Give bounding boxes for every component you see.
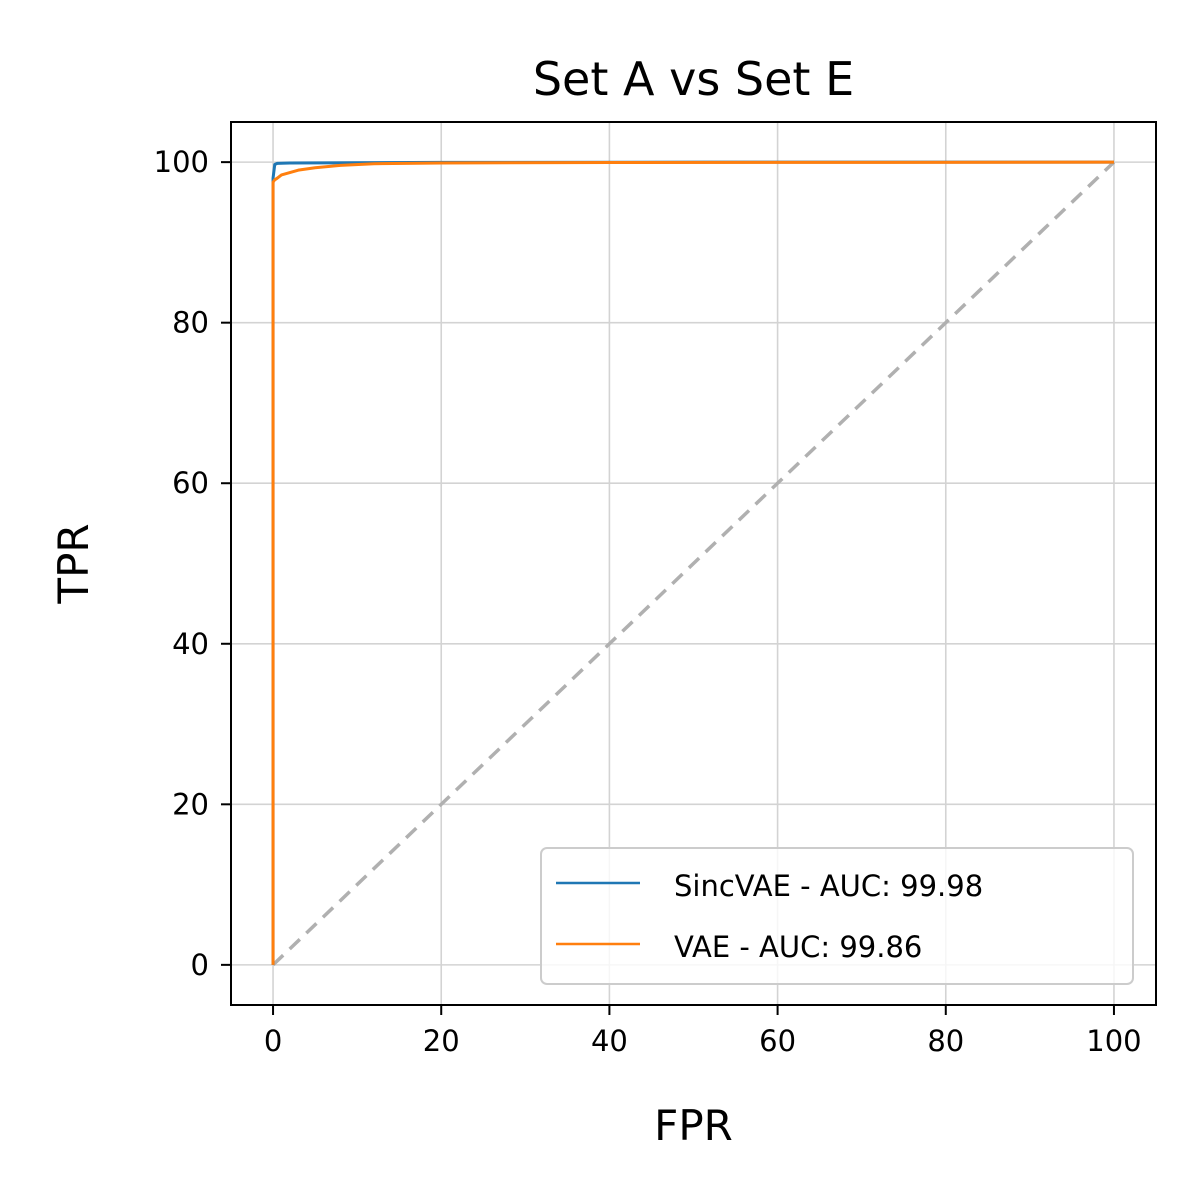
y-tick-label: 80 [172, 306, 209, 340]
x-tick-label: 20 [423, 1024, 460, 1058]
x-tick-label: 100 [1086, 1024, 1141, 1058]
chance-diagonal-line [271, 160, 1116, 967]
legend-box [540, 847, 1134, 985]
y-tick-label: 100 [154, 145, 209, 179]
chart-title: Set A vs Set E [533, 52, 854, 106]
legend-label-vae: VAE - AUC: 99.86 [674, 930, 922, 964]
y-tick-label: 20 [172, 787, 209, 821]
series-lines [271, 160, 1116, 967]
y-tick-label: 0 [191, 948, 209, 982]
x-tick-label: 60 [759, 1024, 796, 1058]
x-tick-label: 40 [591, 1024, 628, 1058]
x-tick-label: 0 [264, 1024, 282, 1058]
plot-frame [230, 121, 1157, 1006]
y-tick-label: 40 [172, 627, 209, 661]
series-line-vae [271, 160, 1114, 965]
legend-label-sincvae: SincVAE - AUC: 99.98 [674, 869, 983, 903]
x-tick-label: 80 [927, 1024, 964, 1058]
y-tick-label: 60 [172, 466, 209, 500]
y-axis-title: TPR [49, 523, 98, 604]
x-axis-title: FPR [654, 1101, 733, 1150]
axis-ticks: 0 20 40 60 80 100 0 20 40 60 80 100 [154, 145, 1142, 1058]
legend: SincVAE - AUC: 99.98 VAE - AUC: 99.86 [540, 847, 1134, 985]
